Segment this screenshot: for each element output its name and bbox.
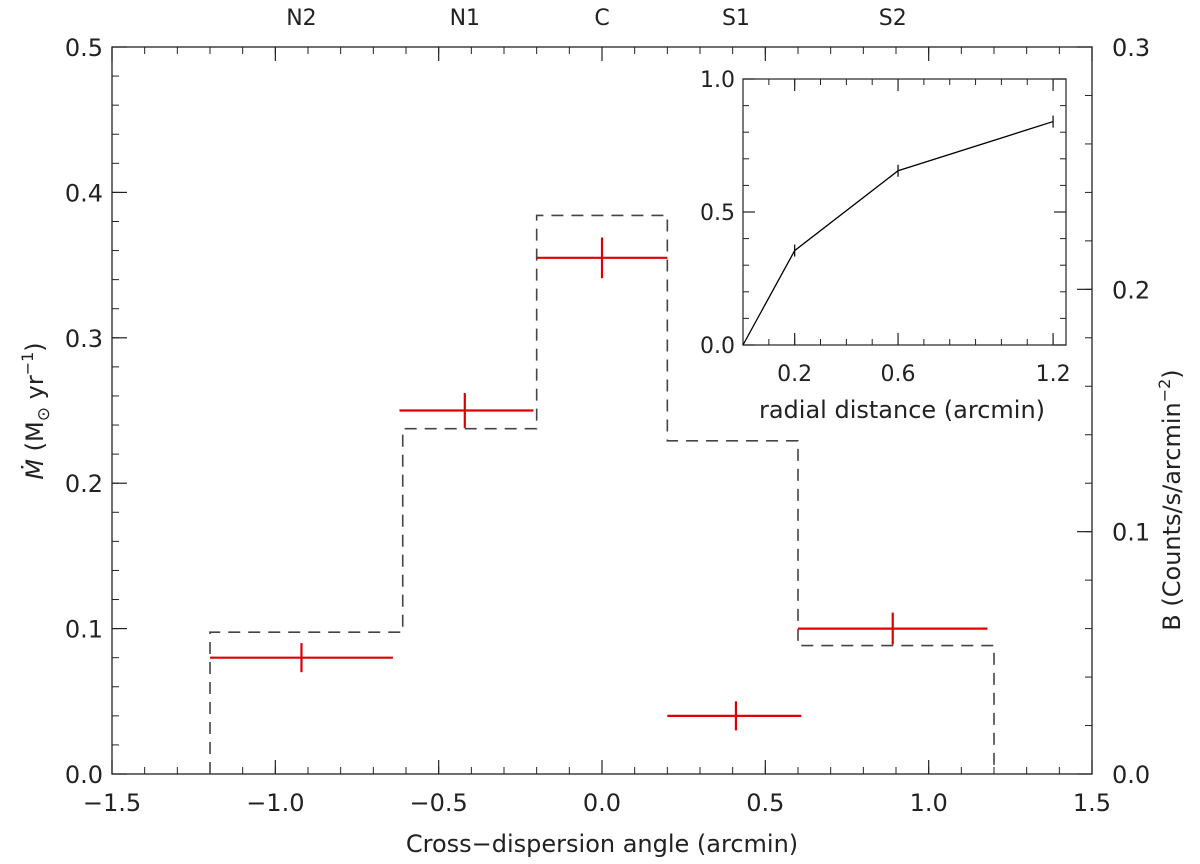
y-left-tick-label: 0.0 — [65, 761, 103, 789]
x-tick-label: 0.5 — [746, 789, 784, 817]
left-y-unit-close: ) — [21, 342, 49, 351]
left-y-symbol: Ṁ — [20, 459, 49, 480]
y-left-tick-label: 0.5 — [65, 34, 103, 62]
main-x-ticks: −1.5 −1.0 −0.5 0.0 0.5 1.0 1.5 — [83, 47, 1111, 817]
left-y-unit-mid: yr — [21, 375, 49, 407]
inset-ticks: 0.2 0.6 1.2 0.0 0.5 1.0 — [700, 68, 1071, 387]
left-y-sun: ⊙ — [34, 407, 54, 421]
right-y-exp: −2 — [1155, 379, 1174, 403]
inset-x-tick-label: 1.2 — [1036, 362, 1071, 387]
region-label: C — [594, 6, 609, 31]
region-labels: N2 N1 C S1 S2 — [286, 6, 906, 31]
data-point — [798, 612, 988, 645]
histogram-line — [209, 214, 995, 774]
right-y-main: B (Counts/s/arcmin — [1158, 402, 1186, 630]
inset-y-tick-label: 0.0 — [700, 334, 735, 359]
y-right-tick-label: 0.2 — [1112, 276, 1150, 304]
data-point — [667, 701, 802, 731]
inset-y-tick-label: 1.0 — [700, 68, 735, 93]
y-left-tick-label: 0.4 — [65, 179, 103, 207]
x-tick-label: 0.0 — [583, 789, 621, 817]
inset-line — [742, 115, 1054, 346]
y-left-tick-label: 0.3 — [65, 325, 103, 353]
region-label: S1 — [722, 6, 750, 31]
region-label: N1 — [450, 6, 480, 31]
y-right-tick-label: 0.3 — [1112, 34, 1150, 62]
left-y-unit-open: (M — [21, 421, 49, 459]
inset-y-tick-label: 0.5 — [700, 201, 735, 226]
y-left-tick-label: 0.1 — [65, 616, 103, 644]
y-right-tick-label: 0.0 — [1112, 761, 1150, 789]
right-y-axis-title: B (Counts/s/arcmin−2) — [1155, 369, 1186, 630]
data-point — [399, 393, 534, 428]
data-point — [210, 643, 393, 673]
x-tick-label: −0.5 — [410, 789, 468, 817]
y-right-tick-label: 0.1 — [1112, 519, 1150, 547]
inset-series-line — [742, 120, 1054, 346]
inset-frame — [742, 78, 1067, 346]
inset-x-tick-label: 0.6 — [881, 362, 916, 387]
dashed-histogram — [209, 214, 995, 774]
inset-background — [743, 79, 1066, 345]
x-axis-title: Cross−dispersion angle (arcmin) — [406, 830, 798, 858]
red-crosses — [210, 237, 988, 731]
x-tick-label: 1.5 — [1073, 789, 1111, 817]
x-tick-label: 1.0 — [910, 789, 948, 817]
left-y-axis-title: Ṁ (M⊙ yr−1) — [18, 342, 54, 479]
left-y-exp: −1 — [18, 352, 37, 376]
right-y-close: ) — [1158, 369, 1186, 378]
main-y-left-ticks: 0.0 0.1 0.2 0.3 0.4 0.5 — [65, 34, 127, 789]
y-left-tick-label: 0.2 — [65, 470, 103, 498]
x-tick-label: −1.5 — [83, 789, 141, 817]
inset-x-axis-title: radial distance (arcmin) — [759, 396, 1045, 424]
inset-x-tick-label: 0.2 — [777, 362, 812, 387]
region-label: S2 — [879, 6, 907, 31]
x-tick-label: −1.0 — [246, 789, 304, 817]
data-point — [536, 237, 668, 279]
region-label: N2 — [286, 6, 316, 31]
main-y-right-ticks: 0.0 0.1 0.2 0.3 — [1077, 34, 1150, 789]
